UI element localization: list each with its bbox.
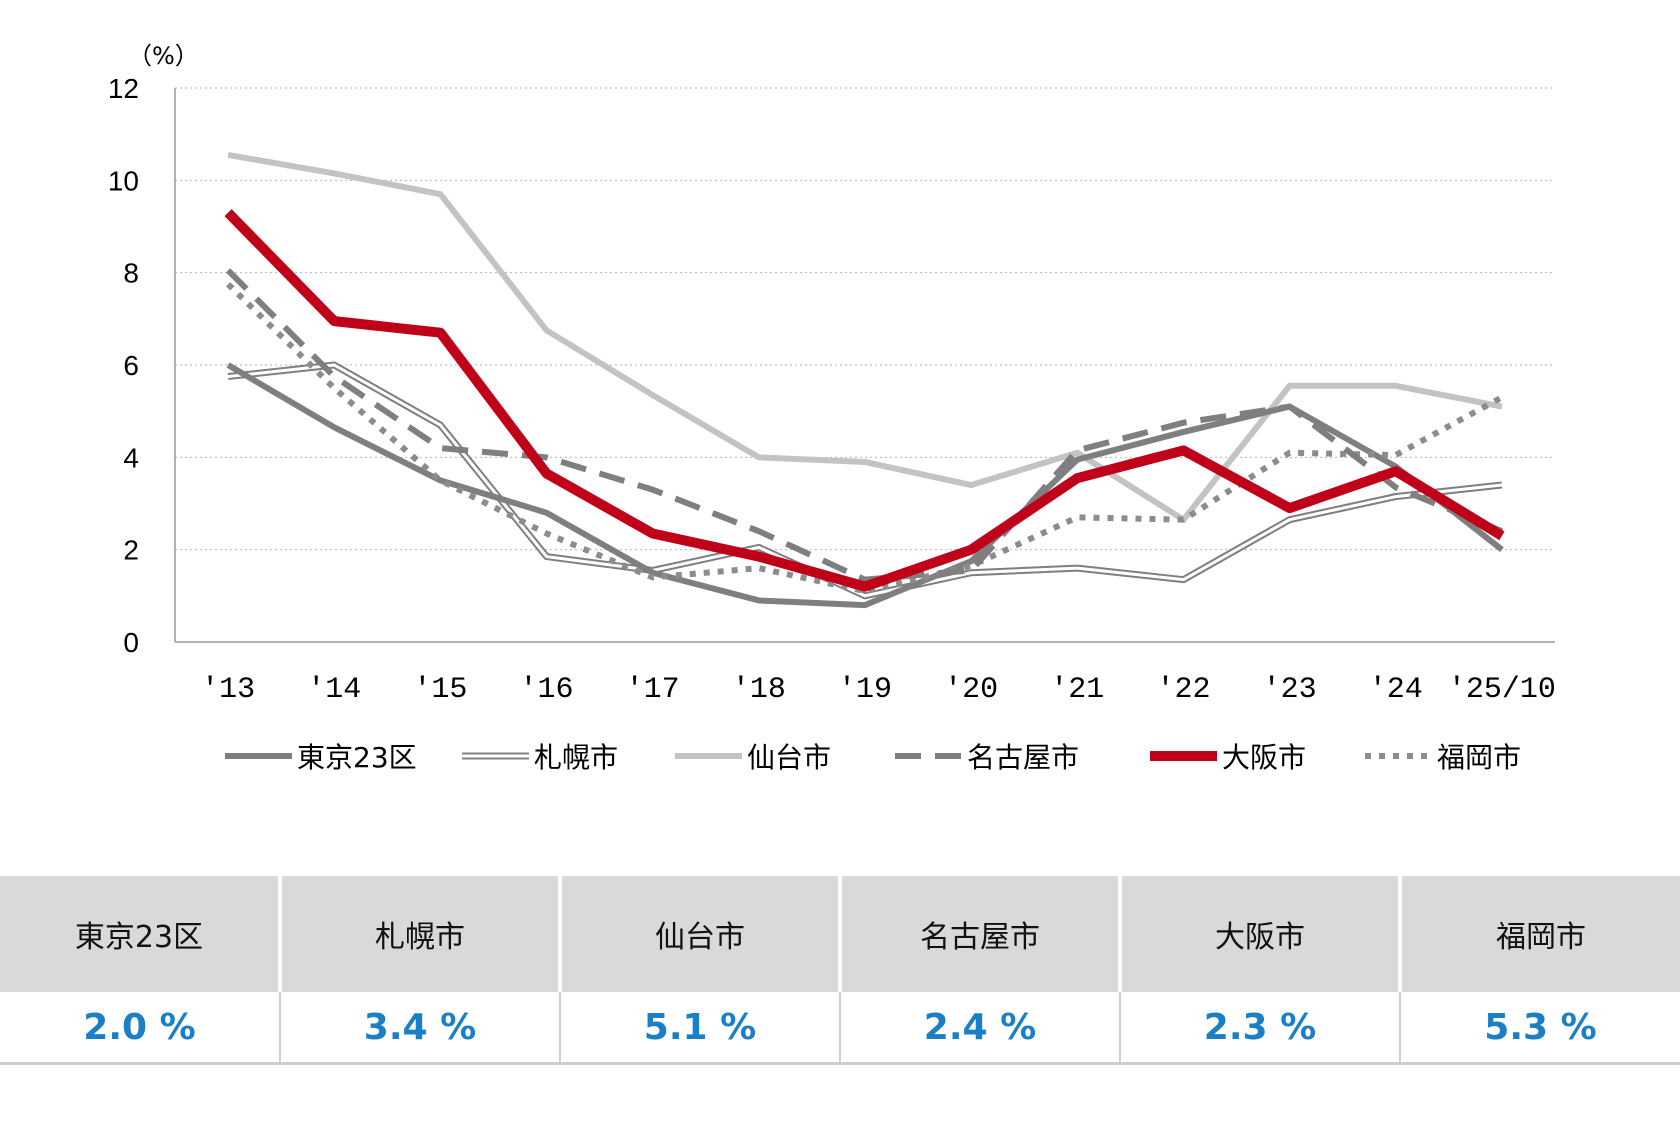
table-value-cell: 2.0 % <box>0 992 281 1065</box>
table-value-cell: 2.3 % <box>1119 992 1401 1065</box>
table-header-cell: 東京23区 <box>0 876 282 992</box>
table-header-cell: 大阪市 <box>1118 876 1402 992</box>
y-tick-label: 8 <box>123 258 139 289</box>
y-tick-label: 12 <box>108 73 139 104</box>
y-axis-unit-label: （%） <box>128 42 199 70</box>
legend-label: 東京23区 <box>297 741 417 774</box>
x-tick-label: '20 <box>944 673 998 707</box>
series-line <box>225 268 1504 583</box>
table-value-cell: 5.3 % <box>1399 992 1680 1065</box>
legend-label: 大阪市 <box>1222 741 1306 774</box>
x-tick-label: '18 <box>732 673 786 707</box>
x-tick-label: '13 <box>201 673 255 707</box>
x-tick-label: '21 <box>1050 673 1104 707</box>
x-axis-ticks: '13 '14 '15 '16 '17 '18 '19 '20 '21 '22 '23 '24 '25/… <box>201 673 1556 707</box>
table-value-row: 2.0 % 3.4 % 5.1 % 2.4 % 2.3 % 5.3 % <box>0 992 1680 1065</box>
x-tick-label: '15 <box>413 673 467 707</box>
table-value-cell: 3.4 % <box>279 992 561 1065</box>
y-axis-ticks: 0 2 4 6 8 10 12 <box>108 73 139 658</box>
series-line <box>226 362 1504 609</box>
x-tick-label: '24 <box>1369 673 1423 707</box>
series-lines <box>224 151 1505 609</box>
y-tick-label: 0 <box>123 627 139 658</box>
table-header-cell: 福岡市 <box>1398 876 1680 992</box>
table-header-cell: 名古屋市 <box>838 876 1122 992</box>
legend-label: 仙台市 <box>747 741 831 774</box>
gridlines <box>174 87 1555 643</box>
y-tick-label: 10 <box>108 165 139 196</box>
table-header-row: 東京23区 札幌市 仙台市 名古屋市 大阪市 福岡市 <box>0 876 1680 992</box>
x-tick-label: '22 <box>1156 673 1210 707</box>
series-line <box>227 151 1503 523</box>
legend-label: 札幌市 <box>534 741 618 774</box>
series-line <box>225 282 1504 595</box>
y-tick-label: 6 <box>123 350 139 381</box>
series-line <box>224 209 1505 592</box>
table-value-cell: 5.1 % <box>559 992 841 1065</box>
y-tick-label: 2 <box>123 535 139 566</box>
x-tick-label: '19 <box>838 673 892 707</box>
table-header-cell: 札幌市 <box>278 876 562 992</box>
x-tick-label: '16 <box>520 673 574 707</box>
x-tick-label: '14 <box>307 673 361 707</box>
series-line <box>227 361 1503 600</box>
x-tick-label: '17 <box>626 673 680 707</box>
legend-label: 名古屋市 <box>967 741 1079 774</box>
summary-table: 東京23区 札幌市 仙台市 名古屋市 大阪市 福岡市 2.0 % 3.4 % 5… <box>0 876 1680 1065</box>
table-value-cell: 2.4 % <box>839 992 1121 1065</box>
line-chart: （%） 0 2 4 6 8 10 12 '13 '14 '15 '16 '17 '18 '19 '20 '2… <box>108 42 1556 774</box>
x-tick-label: '23 <box>1263 673 1317 707</box>
legend-label: 福岡市 <box>1437 741 1521 774</box>
y-tick-label: 4 <box>123 442 139 473</box>
table-header-cell: 仙台市 <box>558 876 842 992</box>
series-line <box>227 363 1503 598</box>
x-tick-label: '25/10 <box>1448 673 1556 707</box>
legend: 東京23区 札幌市 仙台市 名古屋市 大阪市 福岡市 <box>225 741 1521 774</box>
